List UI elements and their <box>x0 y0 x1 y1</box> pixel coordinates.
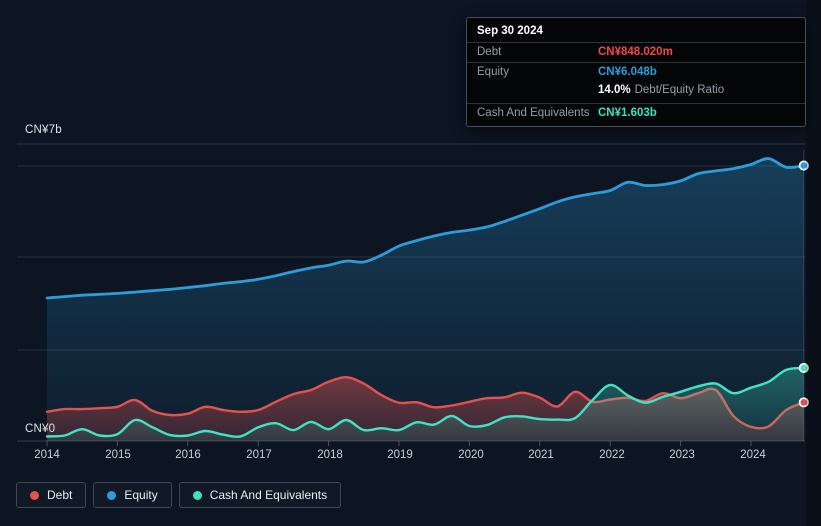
legend-cash-label: Cash And Equivalents <box>210 488 327 502</box>
tooltip-debt-value: CN¥848.020m <box>598 46 673 58</box>
x-tick-label: 2023 <box>669 449 695 461</box>
series-layer <box>47 150 808 441</box>
x-tick-label: 2019 <box>387 449 413 461</box>
tooltip-ratio-label: Debt/Equity Ratio <box>635 84 725 96</box>
tooltip-ratio-value: 14.0% <box>598 84 631 96</box>
cash-end-marker <box>800 364 808 372</box>
x-tick-label: 2014 <box>34 449 60 461</box>
legend-equity-label: Equity <box>124 488 157 502</box>
tooltip-equity-label: Equity <box>477 66 598 78</box>
tooltip-cash-label: Cash And Equivalents <box>477 107 598 119</box>
x-tick-label: 2016 <box>175 449 201 461</box>
tooltip-ratio-row: 14.0% Debt/Equity Ratio <box>467 81 805 99</box>
tooltip-cash-row: Cash And Equivalents CN¥1.603b <box>467 104 805 122</box>
debt-equity-history-panel: CN¥7b CN¥0 2014 2015 2016 2017 2018 2019… <box>0 0 821 526</box>
cash-dot-icon <box>193 491 202 500</box>
equity-dot-icon <box>107 491 116 500</box>
tooltip-equity-row: Equity CN¥6.048b <box>467 63 805 81</box>
tooltip-ratio: 14.0% Debt/Equity Ratio <box>598 84 724 96</box>
x-tick-label: 2017 <box>246 449 272 461</box>
tooltip-equity-group: Equity CN¥6.048b 14.0% Debt/Equity Ratio <box>467 63 805 104</box>
x-tick-label: 2020 <box>458 449 484 461</box>
x-tick-label: 2024 <box>740 449 766 461</box>
y-axis-min-label: CN¥0 <box>25 423 55 435</box>
tooltip-cash-value: CN¥1.603b <box>598 107 657 119</box>
tooltip-equity-value: CN¥6.048b <box>598 66 657 78</box>
y-axis-max-label: CN¥7b <box>25 124 62 136</box>
legend-debt-label: Debt <box>47 488 72 502</box>
debt-end-marker <box>800 398 808 406</box>
legend-item-debt[interactable]: Debt <box>16 482 86 508</box>
legend-item-cash[interactable]: Cash And Equivalents <box>179 482 341 508</box>
x-tick-label: 2022 <box>599 449 625 461</box>
debt-dot-icon <box>30 491 39 500</box>
chart-legend: Debt Equity Cash And Equivalents <box>16 482 341 508</box>
data-tooltip: Sep 30 2024 Debt CN¥848.020m Equity CN¥6… <box>466 17 806 127</box>
equity-end-marker <box>800 161 808 169</box>
x-tick-label: 2021 <box>528 449 554 461</box>
x-tick-label: 2018 <box>317 449 343 461</box>
legend-item-equity[interactable]: Equity <box>93 482 171 508</box>
tooltip-debt-label: Debt <box>477 46 598 58</box>
x-tick-label: 2015 <box>105 449 131 461</box>
tooltip-debt-row: Debt CN¥848.020m <box>467 43 805 63</box>
tooltip-date: Sep 30 2024 <box>467 18 805 43</box>
axis-ticks <box>47 441 751 446</box>
